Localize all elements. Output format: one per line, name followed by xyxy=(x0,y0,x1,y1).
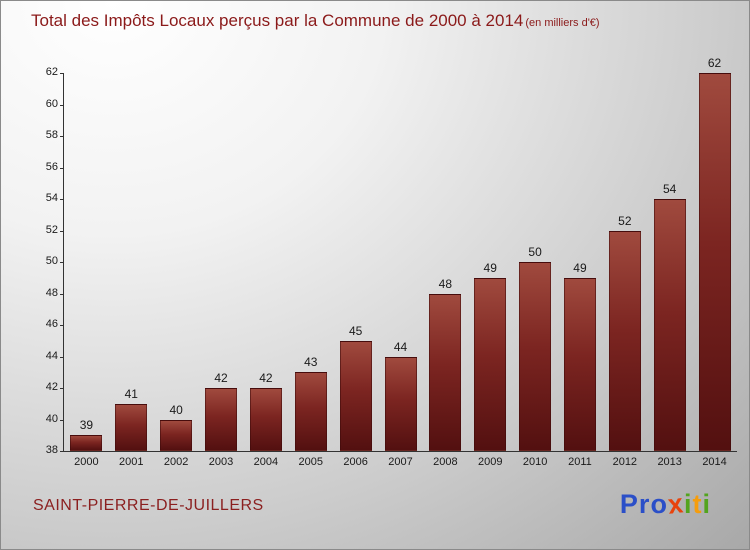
x-axis-tick-label: 2002 xyxy=(163,456,189,468)
y-axis-tick-mark xyxy=(60,136,64,137)
bar-2000 xyxy=(70,435,103,451)
bar-value-label: 48 xyxy=(438,276,453,291)
x-axis-tick-label: 2005 xyxy=(298,456,323,468)
y-axis-tick-mark xyxy=(60,388,64,389)
y-axis-tick-label: 50 xyxy=(45,255,58,267)
x-axis-tick-label: 2004 xyxy=(253,456,279,468)
y-axis-tick-mark xyxy=(60,167,64,169)
logo-letter-i: i xyxy=(683,489,693,519)
y-axis-tick-label: 44 xyxy=(45,349,58,362)
y-axis-tick-mark xyxy=(60,199,64,200)
x-axis-tick-label: 2011 xyxy=(568,456,592,468)
bar-2004 xyxy=(249,388,282,451)
bar-value-label: 62 xyxy=(707,56,722,70)
bar-chart-plot-area: 38 40 42 44 46 48 50 52 54 56 58 60 62 39 2000 41 2001 40… xyxy=(46,56,737,468)
bar-2006 xyxy=(339,340,372,451)
x-axis-tick-label: 2008 xyxy=(433,456,458,468)
y-axis-tick-mark xyxy=(60,356,64,358)
logo-letter-i: i xyxy=(702,489,711,519)
y-axis-tick-mark xyxy=(60,73,64,74)
x-axis-tick-label: 2012 xyxy=(612,456,638,468)
bar-2002 xyxy=(160,419,193,451)
bar-2005 xyxy=(294,372,327,451)
bar-value-label: 49 xyxy=(573,260,587,275)
x-axis-tick-label: 2007 xyxy=(388,456,413,468)
y-axis-tick-label: 62 xyxy=(45,66,58,78)
y-axis-tick-label: 48 xyxy=(45,286,58,299)
bar-2007 xyxy=(384,356,417,451)
bar-2012 xyxy=(608,230,641,451)
y-axis-tick-label: 54 xyxy=(45,192,58,204)
y-axis-tick-mark xyxy=(60,104,64,106)
bar-value-label: 45 xyxy=(348,323,363,338)
y-axis-tick-label: 52 xyxy=(45,223,58,236)
bar-value-label: 43 xyxy=(304,355,318,370)
logo-letter-P: P xyxy=(619,489,639,519)
bar-value-label: 44 xyxy=(393,339,408,354)
x-axis-tick-label: 2014 xyxy=(702,456,727,468)
bar-2010 xyxy=(519,262,552,451)
y-axis-tick-label: 46 xyxy=(45,318,58,330)
chart-header: Total des Impôts Locaux perçus par la Co… xyxy=(31,11,600,31)
bar-2001 xyxy=(115,403,148,451)
proxiti-logo: Proxiti xyxy=(619,488,711,520)
x-axis-tick-label: 2006 xyxy=(343,456,368,468)
y-axis-tick-label: 56 xyxy=(45,160,58,173)
bar-value-label: 52 xyxy=(618,213,632,228)
x-axis-tick-label: 2010 xyxy=(522,456,548,468)
x-axis-tick-label: 2009 xyxy=(477,456,503,468)
y-axis-tick-mark xyxy=(60,262,64,263)
bar-2011 xyxy=(563,277,596,451)
bar-2013 xyxy=(653,199,686,451)
bar-value-label: 42 xyxy=(259,371,273,385)
bar-2008 xyxy=(429,293,462,451)
commune-name: SAINT-PIERRE-DE-JUILLERS xyxy=(33,497,264,514)
bar-value-label: 49 xyxy=(483,260,497,275)
bar-value-label: 39 xyxy=(79,418,94,433)
y-axis-tick-mark xyxy=(60,293,64,295)
x-axis-tick-label: 2000 xyxy=(74,456,99,468)
bar-value-label: 40 xyxy=(169,402,183,417)
y-axis-tick-mark xyxy=(60,451,64,452)
x-axis-tick-label: 2013 xyxy=(657,456,682,468)
y-axis-tick-mark xyxy=(60,419,64,421)
y-axis-tick-mark xyxy=(60,325,64,326)
y-axis-tick-label: 60 xyxy=(45,97,58,110)
bar-value-label: 41 xyxy=(124,386,138,401)
logo-letter-x: x xyxy=(666,488,686,520)
y-axis-tick-label: 58 xyxy=(45,129,58,141)
bar-2003 xyxy=(205,388,238,451)
y-axis-tick-mark xyxy=(60,230,64,232)
bar-value-label: 54 xyxy=(663,182,677,196)
bar-value-label: 50 xyxy=(528,245,542,259)
y-axis-tick-label: 40 xyxy=(45,412,58,425)
bar-2009 xyxy=(474,277,507,451)
chart-subtitle: (en milliers d'€) xyxy=(525,17,600,29)
chart-title: Total des Impôts Locaux perçus par la Co… xyxy=(31,11,524,30)
logo-letter-r: r xyxy=(638,489,651,519)
bar-value-label: 42 xyxy=(214,371,228,385)
y-axis-tick-label: 42 xyxy=(45,381,58,393)
logo-letter-t: t xyxy=(692,489,703,519)
y-axis-tick-label: 38 xyxy=(45,444,58,456)
bar-2014 xyxy=(698,73,731,451)
x-axis-tick-label: 2001 xyxy=(119,456,144,468)
logo-letter-o: o xyxy=(650,489,668,519)
x-axis-tick-label: 2003 xyxy=(208,456,234,468)
